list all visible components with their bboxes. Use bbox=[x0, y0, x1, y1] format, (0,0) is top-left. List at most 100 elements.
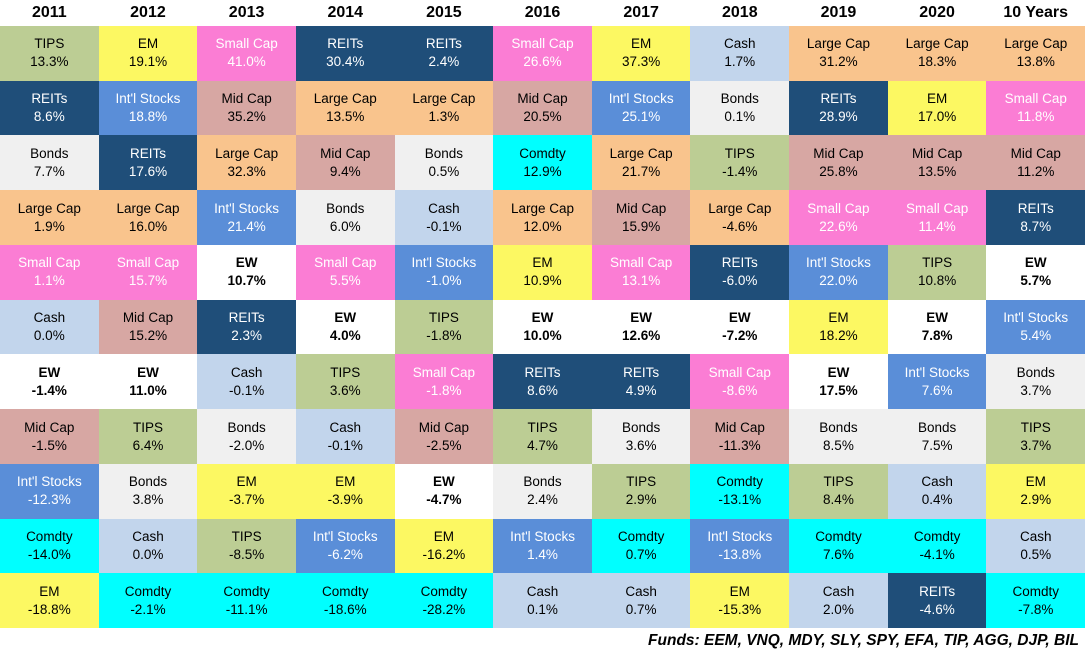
column-header: 2013 bbox=[197, 0, 296, 26]
return-cell: Bonds 6.0% bbox=[295, 190, 395, 245]
asset-label: Cash bbox=[724, 36, 756, 52]
return-cell: Cash -0.1% bbox=[295, 409, 395, 464]
return-cell: Bonds -2.0% bbox=[197, 409, 296, 464]
asset-label: Mid Cap bbox=[616, 200, 667, 216]
return-cell: Comdty 12.9% bbox=[493, 135, 592, 191]
asset-label: Int'l Stocks bbox=[707, 528, 773, 544]
return-cell: Mid Cap 11.2% bbox=[986, 135, 1085, 191]
return-cell: Mid Cap 9.4% bbox=[295, 135, 395, 191]
return-cell: EW -1.4% bbox=[0, 354, 99, 410]
asset-label: Small Cap bbox=[116, 255, 180, 271]
return-cell: Large Cap 21.7% bbox=[591, 135, 691, 191]
year-column: 10 Years Large Cap 13.8% Small Cap 11.8% Mid … bbox=[986, 0, 1085, 629]
asset-label: Comdty bbox=[913, 528, 961, 544]
return-cell: TIPS -1.4% bbox=[690, 135, 790, 191]
asset-label: Cash bbox=[33, 310, 66, 326]
asset-label: Comdty bbox=[519, 145, 566, 161]
asset-label: Large Cap bbox=[609, 145, 673, 161]
asset-label: Int'l Stocks bbox=[904, 364, 970, 380]
return-value: 0.5% bbox=[1020, 546, 1052, 562]
asset-label: Cash bbox=[132, 528, 164, 544]
asset-label: Small Cap bbox=[905, 200, 969, 216]
return-value: 10.9% bbox=[523, 273, 562, 289]
return-value: 4.9% bbox=[625, 382, 657, 398]
return-cell: Small Cap -8.6% bbox=[690, 354, 790, 410]
return-cell: EM -3.7% bbox=[197, 463, 296, 519]
return-cell: Mid Cap -11.3% bbox=[690, 409, 790, 464]
return-value: -1.0% bbox=[426, 273, 462, 289]
return-value: 11.0% bbox=[129, 382, 167, 398]
return-cell: Int'l Stocks -1.0% bbox=[394, 244, 494, 300]
return-value: -28.2% bbox=[422, 601, 466, 617]
asset-label: Small Cap bbox=[511, 36, 574, 52]
return-value: 13.3% bbox=[30, 54, 69, 70]
return-cell: Bonds 8.5% bbox=[789, 409, 888, 464]
return-value: 7.8% bbox=[921, 328, 953, 344]
return-value: 28.9% bbox=[819, 109, 858, 125]
return-value: -1.8% bbox=[426, 382, 462, 398]
return-cell: Comdty -7.8% bbox=[986, 573, 1085, 629]
return-cell: REITs 8.6% bbox=[493, 354, 592, 410]
return-value: -8.6% bbox=[722, 382, 758, 398]
return-value: -11.3% bbox=[718, 437, 761, 453]
return-cell: Cash 1.7% bbox=[690, 26, 790, 81]
asset-label: REITs bbox=[228, 310, 265, 326]
return-cell: Bonds 7.7% bbox=[0, 135, 99, 191]
return-value: 0.0% bbox=[132, 546, 164, 562]
return-cell: REITs 2.4% bbox=[394, 26, 494, 81]
asset-label: EW bbox=[728, 310, 751, 326]
asset-label: Large Cap bbox=[806, 36, 870, 52]
return-cell: Mid Cap 35.2% bbox=[197, 80, 296, 136]
return-value: 8.4% bbox=[823, 492, 854, 508]
return-cell: Cash 2.0% bbox=[789, 573, 888, 629]
asset-label: TIPS bbox=[724, 145, 755, 161]
asset-label: Small Cap bbox=[807, 200, 870, 216]
year-column: 2013 Small Cap 41.0% Mid Cap 35.2% Large Cap 3… bbox=[197, 0, 296, 629]
asset-label: EW bbox=[926, 310, 948, 326]
return-cell: Mid Cap 15.2% bbox=[98, 299, 198, 355]
return-cell: Small Cap -1.8% bbox=[394, 354, 494, 410]
return-cell: Comdty -28.2% bbox=[394, 573, 494, 629]
return-cell: Small Cap 1.1% bbox=[0, 244, 99, 300]
return-cell: Cash 0.7% bbox=[591, 573, 691, 629]
asset-label: EW bbox=[38, 364, 61, 380]
asset-label: Small Cap bbox=[314, 255, 377, 271]
asset-label: Large Cap bbox=[1004, 36, 1068, 52]
asset-label: Bonds bbox=[917, 419, 957, 435]
asset-label: Mid Cap bbox=[24, 419, 75, 435]
return-cell: Mid Cap -2.5% bbox=[394, 409, 494, 464]
asset-label: Bonds bbox=[128, 474, 168, 490]
return-cell: TIPS 6.4% bbox=[98, 409, 198, 464]
return-value: 3.6% bbox=[329, 382, 361, 398]
return-value: 2.3% bbox=[231, 328, 262, 344]
return-cell: Bonds 3.6% bbox=[591, 409, 691, 464]
asset-label: Bonds bbox=[622, 419, 661, 435]
asset-label: Comdty bbox=[716, 474, 764, 490]
return-value: 7.7% bbox=[33, 163, 65, 179]
asset-label: Int'l Stocks bbox=[115, 91, 181, 107]
asset-label: Small Cap bbox=[1004, 91, 1067, 107]
return-cell: EM -15.3% bbox=[690, 573, 790, 629]
asset-label: Mid Cap bbox=[122, 310, 174, 326]
return-value: 10.8% bbox=[917, 273, 957, 289]
return-cell: Int'l Stocks 5.4% bbox=[986, 299, 1085, 355]
return-value: 0.7% bbox=[625, 546, 657, 562]
return-cell: REITs 8.6% bbox=[0, 80, 99, 136]
asset-label: Bonds bbox=[326, 200, 365, 216]
return-cell: Int'l Stocks -6.2% bbox=[295, 518, 395, 574]
return-cell: Mid Cap 20.5% bbox=[493, 80, 592, 136]
return-value: -13.8% bbox=[718, 546, 762, 562]
return-cell: EM -3.9% bbox=[295, 463, 395, 519]
asset-label: Small Cap bbox=[708, 364, 771, 380]
return-value: -3.9% bbox=[327, 492, 363, 508]
return-value: 11.2% bbox=[1017, 163, 1055, 179]
returns-quilt: 2011 TIPS 13.3% REITs 8.6% Bonds 7.7% Large Cap… bbox=[0, 0, 1085, 629]
return-value: 8.6% bbox=[33, 109, 65, 125]
return-cell: EW -4.7% bbox=[394, 463, 494, 519]
return-cell: Large Cap 18.3% bbox=[887, 26, 987, 81]
asset-label: REITs bbox=[820, 91, 857, 107]
return-value: 19.1% bbox=[128, 54, 168, 70]
return-cell: Int'l Stocks -13.8% bbox=[690, 518, 790, 574]
funds-footer-note: Funds: EEM, VNQ, MDY, SLY, SPY, EFA, TIP… bbox=[0, 628, 1085, 654]
return-value: -0.1% bbox=[228, 382, 265, 398]
